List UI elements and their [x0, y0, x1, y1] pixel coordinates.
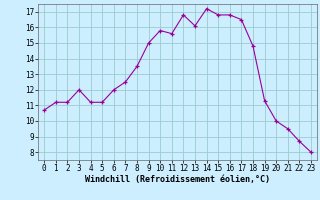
X-axis label: Windchill (Refroidissement éolien,°C): Windchill (Refroidissement éolien,°C) — [85, 175, 270, 184]
